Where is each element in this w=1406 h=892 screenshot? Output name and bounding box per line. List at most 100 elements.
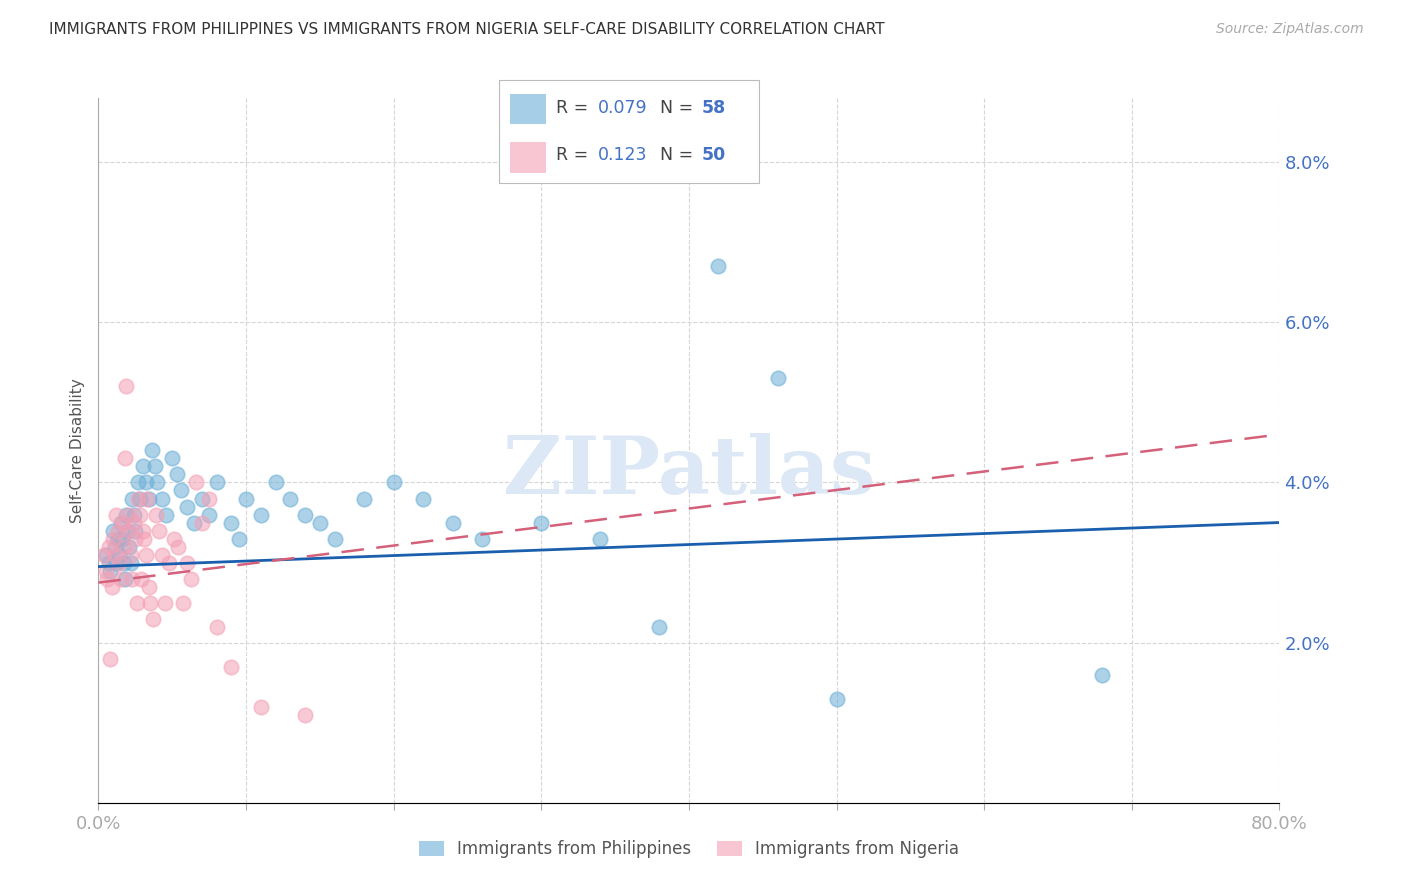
Point <box>648 619 671 633</box>
Point <box>228 532 250 546</box>
Point <box>104 540 127 554</box>
Point <box>157 556 180 570</box>
Point <box>96 572 118 586</box>
Point <box>98 564 121 578</box>
Point <box>707 260 730 274</box>
Point <box>294 508 316 522</box>
Point <box>309 516 332 530</box>
Point <box>191 516 214 530</box>
Point <box>105 556 128 570</box>
Point <box>155 508 177 522</box>
Point <box>118 540 141 554</box>
Point <box>280 491 302 506</box>
Point <box>125 596 148 610</box>
Point <box>323 532 346 546</box>
Point <box>141 443 163 458</box>
Point <box>112 556 135 570</box>
Point <box>412 491 434 506</box>
Point <box>235 491 257 506</box>
Point <box>139 596 162 610</box>
Point <box>121 491 143 506</box>
Point <box>138 580 160 594</box>
Point <box>94 548 117 562</box>
Point <box>111 532 134 546</box>
Point <box>176 500 198 514</box>
Text: 50: 50 <box>702 146 727 164</box>
Point <box>264 475 287 490</box>
Point <box>142 612 165 626</box>
Point <box>136 491 159 506</box>
Point <box>589 532 612 546</box>
Bar <box>509 94 546 124</box>
Point <box>353 491 375 506</box>
Text: ZIPatlas: ZIPatlas <box>503 433 875 510</box>
Text: IMMIGRANTS FROM PHILIPPINES VS IMMIGRANTS FROM NIGERIA SELF-CARE DISABILITY CORR: IMMIGRANTS FROM PHILIPPINES VS IMMIGRANT… <box>49 22 884 37</box>
Bar <box>509 142 546 173</box>
Point <box>115 379 138 393</box>
Point <box>221 516 243 530</box>
Text: Source: ZipAtlas.com: Source: ZipAtlas.com <box>1216 22 1364 37</box>
Point <box>108 556 131 570</box>
Point <box>107 524 129 538</box>
Point <box>145 508 167 522</box>
Text: N =: N = <box>661 99 699 117</box>
Text: 0.123: 0.123 <box>598 146 648 164</box>
Point <box>766 371 789 385</box>
Point <box>471 532 494 546</box>
Point <box>191 491 214 506</box>
Point <box>1091 667 1114 681</box>
Point <box>107 532 129 546</box>
Point <box>117 524 139 538</box>
Point <box>103 524 125 538</box>
Text: R =: R = <box>557 146 599 164</box>
Text: N =: N = <box>661 146 699 164</box>
Point <box>250 699 273 714</box>
Point <box>122 508 145 522</box>
Point <box>124 532 146 546</box>
Point <box>108 548 131 562</box>
Point <box>120 548 142 562</box>
Point <box>163 532 186 546</box>
Point <box>150 548 173 562</box>
Point <box>128 508 150 522</box>
Point <box>132 459 155 474</box>
Text: 58: 58 <box>702 99 727 117</box>
Point <box>120 556 142 570</box>
Y-axis label: Self-Care Disability: Self-Care Disability <box>69 378 84 523</box>
Point <box>825 691 848 706</box>
Point <box>167 540 190 554</box>
Point <box>94 564 117 578</box>
Point <box>166 467 188 482</box>
Point <box>176 556 198 570</box>
Point <box>148 524 170 538</box>
Point <box>153 596 176 610</box>
Point <box>150 491 173 506</box>
Point <box>112 540 135 554</box>
Point <box>110 572 132 586</box>
Point <box>97 556 120 570</box>
Point <box>104 548 127 562</box>
Point <box>198 508 221 522</box>
Point <box>205 475 228 490</box>
Point <box>198 491 221 506</box>
Point <box>135 548 157 562</box>
Point <box>115 508 138 522</box>
Point <box>121 572 143 586</box>
Point <box>129 572 152 586</box>
Point <box>105 508 128 522</box>
Point <box>294 707 316 722</box>
Text: R =: R = <box>557 99 595 117</box>
Point <box>250 508 273 522</box>
Legend: Immigrants from Philippines, Immigrants from Nigeria: Immigrants from Philippines, Immigrants … <box>412 834 966 865</box>
Point <box>180 572 202 586</box>
Point <box>127 475 149 490</box>
Point <box>114 451 136 466</box>
Point <box>205 619 228 633</box>
Point <box>138 491 160 506</box>
Point <box>100 580 122 594</box>
Point <box>93 548 115 562</box>
Point <box>184 475 207 490</box>
Point <box>135 475 157 490</box>
Point <box>118 508 141 522</box>
Point <box>132 524 155 538</box>
